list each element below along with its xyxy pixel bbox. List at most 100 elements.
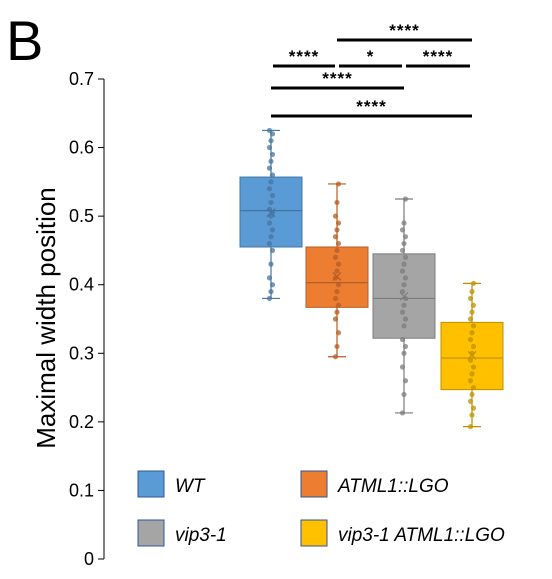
data-point <box>401 391 407 398</box>
data-point <box>402 295 409 302</box>
data-point <box>269 192 276 199</box>
data-point <box>332 275 339 281</box>
data-point <box>269 151 276 158</box>
data-point <box>467 336 474 343</box>
panel-label: B <box>6 9 43 72</box>
significance-label: * <box>367 47 375 66</box>
data-point <box>334 309 340 315</box>
data-point <box>399 227 406 233</box>
y-tick-label: 0.7 <box>69 69 94 89</box>
data-point <box>335 261 342 267</box>
data-point <box>402 343 409 350</box>
data-point <box>467 398 474 404</box>
data-point <box>470 405 477 411</box>
data-point <box>269 247 276 254</box>
data-point <box>335 181 342 187</box>
data-point <box>469 350 475 356</box>
legend-label: ATML1::LGO <box>337 476 449 497</box>
data-point <box>401 261 407 267</box>
data-point <box>266 186 273 192</box>
data-point <box>334 247 340 254</box>
data-point <box>266 144 273 151</box>
data-point <box>470 364 477 370</box>
box-group <box>372 196 436 416</box>
data-point <box>467 316 474 322</box>
data-point <box>467 357 474 363</box>
data-point <box>467 295 474 302</box>
data-point <box>399 268 406 274</box>
data-point <box>332 295 339 302</box>
data-point <box>469 412 475 418</box>
data-point <box>268 138 274 144</box>
data-point <box>469 309 475 315</box>
data-point <box>332 316 339 322</box>
data-point <box>266 295 273 302</box>
data-point <box>402 275 409 281</box>
box-group <box>440 280 504 430</box>
legend-label: WT <box>175 476 206 497</box>
y-tick-label: 0.1 <box>69 480 94 500</box>
data-point <box>399 410 406 416</box>
data-point <box>401 302 407 308</box>
data-point <box>401 220 407 226</box>
data-point <box>401 240 407 247</box>
significance-label: **** <box>322 69 352 88</box>
data-point <box>467 378 474 384</box>
data-point <box>399 247 406 254</box>
data-point <box>268 179 274 185</box>
data-point <box>332 234 339 240</box>
data-point <box>334 343 340 350</box>
significance-label: **** <box>389 21 419 40</box>
significance-label: **** <box>423 47 453 66</box>
legend-label: vip3-1 ATML1::LGO <box>338 525 505 546</box>
legend-swatch <box>137 519 165 547</box>
data-point <box>334 227 340 233</box>
data-point <box>469 288 475 295</box>
data-point <box>268 261 274 267</box>
y-axis: 0 0.1 0.2 0.3 0.4 0.5 0.6 0.7 <box>69 69 105 569</box>
data-point <box>467 424 474 430</box>
data-point <box>470 323 477 329</box>
data-point <box>334 199 340 206</box>
data-point <box>266 165 273 171</box>
data-point <box>402 196 409 202</box>
legend-label: vip3-1 <box>175 525 227 546</box>
data-point <box>401 282 407 288</box>
box-group <box>305 181 369 360</box>
data-point <box>469 330 475 336</box>
y-tick-label: 0.2 <box>69 412 94 432</box>
data-point <box>402 378 409 384</box>
data-point <box>335 330 342 336</box>
data-point <box>470 343 477 350</box>
data-point <box>401 323 407 329</box>
data-point <box>269 172 276 178</box>
data-point <box>469 371 475 377</box>
data-point <box>268 199 274 206</box>
data-point <box>268 288 274 295</box>
plot-area <box>239 127 504 430</box>
data-point <box>268 234 274 240</box>
data-point <box>335 240 342 247</box>
legend-swatch <box>300 519 328 547</box>
data-point <box>401 350 407 356</box>
data-point <box>402 234 409 240</box>
data-point <box>266 240 273 247</box>
data-point <box>470 302 477 308</box>
data-point <box>269 131 276 137</box>
data-point <box>268 158 274 164</box>
data-point <box>469 391 475 398</box>
y-tick-label: 0.4 <box>69 275 94 295</box>
data-point <box>266 127 273 134</box>
significance-label: **** <box>356 97 386 116</box>
data-point <box>269 282 276 288</box>
legend-swatch <box>300 470 328 498</box>
significance-label: **** <box>289 47 319 66</box>
data-point <box>266 220 273 226</box>
data-point <box>334 268 340 274</box>
y-tick-label: 0 <box>84 549 94 569</box>
data-point <box>269 210 276 216</box>
data-point <box>399 336 406 343</box>
data-point <box>470 280 477 286</box>
